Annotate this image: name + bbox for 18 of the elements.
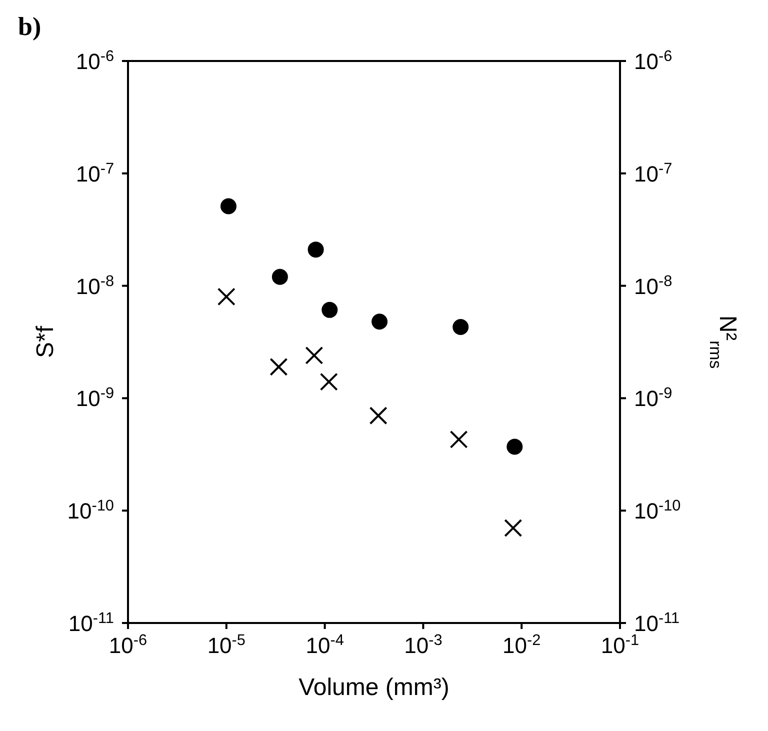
x-tick-label: 10$^{-2}$ — [502, 632, 541, 658]
y-tick-label: 10$^{-9}$ — [634, 384, 672, 412]
y-tick-label: 10$^{-6}$ — [634, 48, 672, 74]
y-tick-label: 10$^{-7}$ — [634, 160, 672, 186]
x-tick-label: 10$^{-5}$ — [207, 632, 246, 658]
text: 10$^{-9}$ — [76, 384, 114, 412]
text: 10$^{-6}$ — [76, 48, 114, 74]
x-tick-label: 10$^{-4}$ — [306, 632, 344, 658]
y-tick-label: 10$^{-8}$ — [634, 272, 672, 299]
text: 10$^{-10}$ — [67, 497, 114, 524]
text: 10$^{-8}$ — [76, 272, 114, 299]
x-axis-title: Volume (mm³) — [298, 674, 450, 701]
y-axis-title: S*f — [32, 326, 59, 358]
chart-title: b) — [18, 12, 42, 42]
text: 10$^{-7}$ — [76, 160, 114, 186]
x-tick-label: 10$^{-1}$ — [600, 632, 640, 658]
y-tick-label: 10$^{-10}$ — [634, 497, 681, 524]
x-tick-label: 10$^{-3}$ — [404, 632, 442, 658]
